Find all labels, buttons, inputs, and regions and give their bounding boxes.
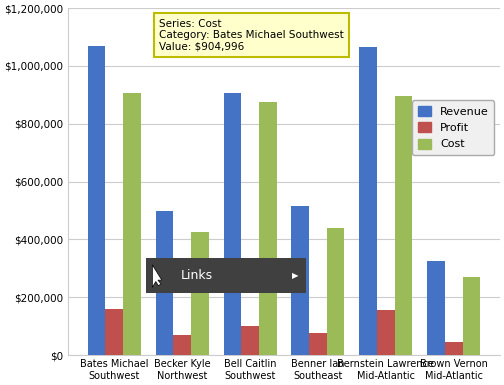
Bar <box>327 228 344 355</box>
Bar <box>88 46 105 355</box>
Bar <box>123 94 141 355</box>
Bar <box>105 309 123 355</box>
Bar <box>359 47 377 355</box>
Polygon shape <box>152 265 162 288</box>
Bar <box>445 342 463 355</box>
Bar <box>463 277 480 355</box>
Bar <box>427 261 445 355</box>
Bar <box>173 335 191 355</box>
Bar <box>291 206 309 355</box>
Bar <box>259 102 277 355</box>
Legend: Revenue, Profit, Cost: Revenue, Profit, Cost <box>412 100 494 155</box>
Text: ▶: ▶ <box>291 271 298 280</box>
Bar <box>224 94 241 355</box>
Bar <box>309 333 327 355</box>
Bar <box>191 232 209 355</box>
Bar <box>377 310 395 355</box>
Bar <box>395 96 412 355</box>
Bar <box>156 211 173 355</box>
Text: Series: Cost
Category: Bates Michael Southwest
Value: $904,996: Series: Cost Category: Bates Michael Sou… <box>159 18 344 52</box>
Text: Links: Links <box>180 269 213 282</box>
Bar <box>241 326 259 355</box>
FancyBboxPatch shape <box>146 258 305 293</box>
